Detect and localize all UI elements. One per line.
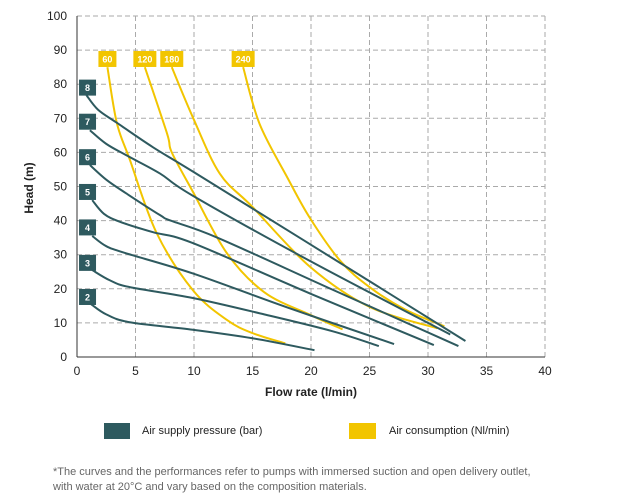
air-pressure-curve-7 [89,129,451,336]
air-consumption-label-60: 60 [102,54,112,64]
x-tick-label: 10 [187,364,201,378]
air-pressure-curve-2 [90,303,315,352]
legend-swatch-pressure [104,423,130,439]
air-pressure-label-2: 2 [85,292,90,302]
air-consumption-label-box-180 [160,50,184,67]
air-pressure-label-box-8 [79,79,97,96]
air-consumption-label-120: 120 [137,54,152,64]
air-consumption-label-240: 240 [236,54,251,64]
air-pressure-label-4: 4 [85,223,90,233]
x-tick-label: 5 [132,364,139,378]
air-consumption-label-box-240 [231,50,255,67]
y-tick-label: 100 [47,9,67,23]
air-pressure-curve-3 [91,269,380,348]
air-pressure-label-6: 6 [85,153,90,163]
x-tick-label: 30 [421,364,435,378]
y-tick-label: 60 [54,145,68,159]
y-axis-label: Head (m) [22,162,36,213]
air-pressure-label-box-5 [79,183,97,200]
y-tick-label: 20 [54,282,68,296]
grid [77,15,546,357]
x-tick-label: 0 [74,364,81,378]
air-consumption-curve-60 [106,66,286,345]
air-consumption-label-180: 180 [164,54,179,64]
curve-labels: 60 120 180 240 2 3 4 5 6 7 8 [79,50,255,305]
air-pressure-curve-5 [91,199,435,346]
air-pressure-label-box-4 [79,219,97,236]
legend-label-consumption: Air consumption (Nl/min) [389,425,509,437]
y-tick-label: 90 [54,43,68,57]
x-tick-label: 40 [538,364,552,378]
y-tick-label: 80 [54,77,68,91]
air-pressure-label-box-7 [79,113,97,130]
footnote-line-2: with water at 20°C and vary based on the… [52,481,367,493]
air-pressure-label-8: 8 [85,83,90,93]
air-consumption-curve-240 [242,66,445,328]
legend-swatch-consumption [349,423,376,439]
air-pressure-label-box-6 [79,149,97,166]
air-pressure-label-box-2 [79,288,97,305]
y-tick-label: 0 [60,350,67,364]
air-pressure-label-5: 5 [85,187,90,197]
y-tick-label: 40 [54,214,68,228]
air-pressure-label-3: 3 [85,258,90,268]
x-axis-label: Flow rate (l/min) [265,385,357,399]
x-tick-label: 20 [304,364,318,378]
air-pressure-curve-4 [91,235,395,345]
air-consumption-curve-120 [143,66,343,331]
x-tick-label: 15 [246,364,260,378]
curves [85,66,466,352]
air-pressure-label-7: 7 [85,117,90,127]
air-consumption-label-box-60 [98,50,117,67]
footnote-line-1: *The curves and the performances refer t… [53,466,531,478]
y-tick-label: 10 [54,316,68,330]
y-tick-label: 70 [54,111,68,125]
x-tick-label: 35 [480,364,494,378]
air-pressure-curve-8 [85,94,466,342]
y-tick-label: 30 [54,248,68,262]
air-pressure-curve-6 [89,164,459,348]
legend-label-pressure: Air supply pressure (bar) [142,425,262,437]
air-consumption-label-box-120 [133,50,157,67]
air-pressure-label-box-3 [79,254,97,271]
legend: Air supply pressure (bar) Air consumptio… [104,423,509,439]
x-tick-label: 25 [363,364,377,378]
y-tick-label: 50 [54,180,68,194]
